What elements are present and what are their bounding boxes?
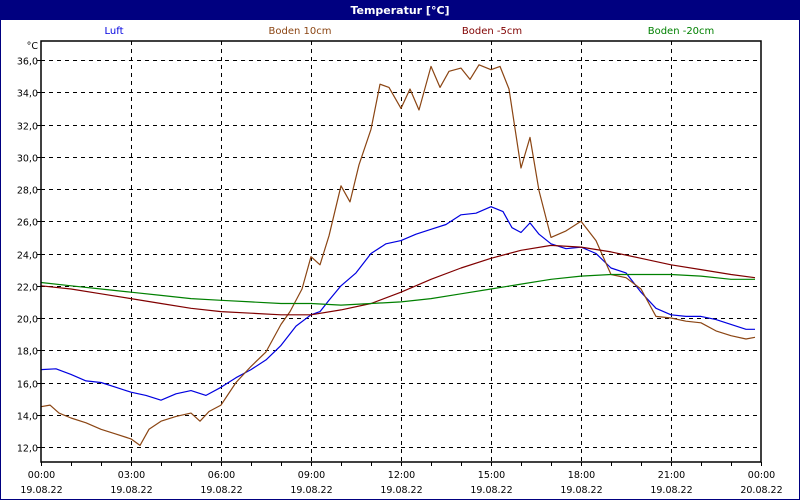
y-tick-label: 22,0 — [17, 283, 38, 294]
legend-item-boden-20cm: Boden -20cm — [647, 26, 715, 37]
y-tick-label: 20,0 — [17, 315, 38, 326]
window-title: Temperatur [°C] — [1, 1, 799, 20]
x-tick-date: 20.08.22 — [740, 485, 782, 496]
x-tick-time: 15:00 — [478, 470, 505, 481]
x-tick-date: 19.08.22 — [290, 485, 332, 496]
series-boden-5cm — [40, 244, 756, 316]
x-tick-time: 00:00 — [748, 470, 775, 481]
series-luft — [40, 206, 755, 401]
chart-grid — [41, 41, 761, 462]
y-tick-label: 32,0 — [17, 122, 38, 133]
y-tick-label: 18,0 — [17, 347, 38, 358]
y-tick-label: 36,0 — [17, 57, 38, 68]
x-tick-date: 19.08.22 — [650, 485, 692, 496]
x-tick-date: 19.08.22 — [110, 485, 152, 496]
chart-axes: 12,0 14,0 16,0 18,0 20,0 22,0 24,0 26,0 28,0 30,0… — [17, 41, 783, 496]
y-tick-label: 30,0 — [17, 154, 38, 165]
y-tick-label: 24,0 — [17, 251, 38, 262]
legend-item-luft: Luft — [104, 26, 124, 37]
y-tick-label: 16,0 — [17, 380, 38, 391]
x-tick-date: 19.08.22 — [470, 485, 512, 496]
series-boden-10cm — [40, 64, 756, 446]
y-tick-label: 34,0 — [17, 89, 38, 100]
x-tick-time: 18:00 — [568, 470, 595, 481]
x-tick-date: 19.08.22 — [380, 485, 422, 496]
y-tick-label: 12,0 — [17, 444, 38, 455]
x-tick-date: 19.08.22 — [20, 485, 62, 496]
x-tick-time: 03:00 — [118, 470, 145, 481]
y-tick-label: 14,0 — [17, 412, 38, 423]
x-tick-time: 06:00 — [208, 470, 235, 481]
x-tick-time: 09:00 — [298, 470, 325, 481]
legend-item-boden-5cm: Boden -5cm — [461, 26, 523, 37]
x-tick-time: 12:00 — [388, 470, 415, 481]
x-tick-time: 21:00 — [658, 470, 685, 481]
chart-series — [40, 64, 756, 446]
x-tick-date: 19.08.22 — [200, 485, 242, 496]
y-axis-unit: °C — [27, 41, 39, 52]
x-tick-date: 19.08.22 — [560, 485, 602, 496]
x-tick-time: 00:00 — [28, 470, 55, 481]
y-tick-label: 28,0 — [17, 186, 38, 197]
series-boden-20cm — [40, 273, 755, 306]
legend-item-boden-10cm: Boden 10cm — [268, 26, 332, 37]
y-tick-label: 26,0 — [17, 218, 38, 229]
